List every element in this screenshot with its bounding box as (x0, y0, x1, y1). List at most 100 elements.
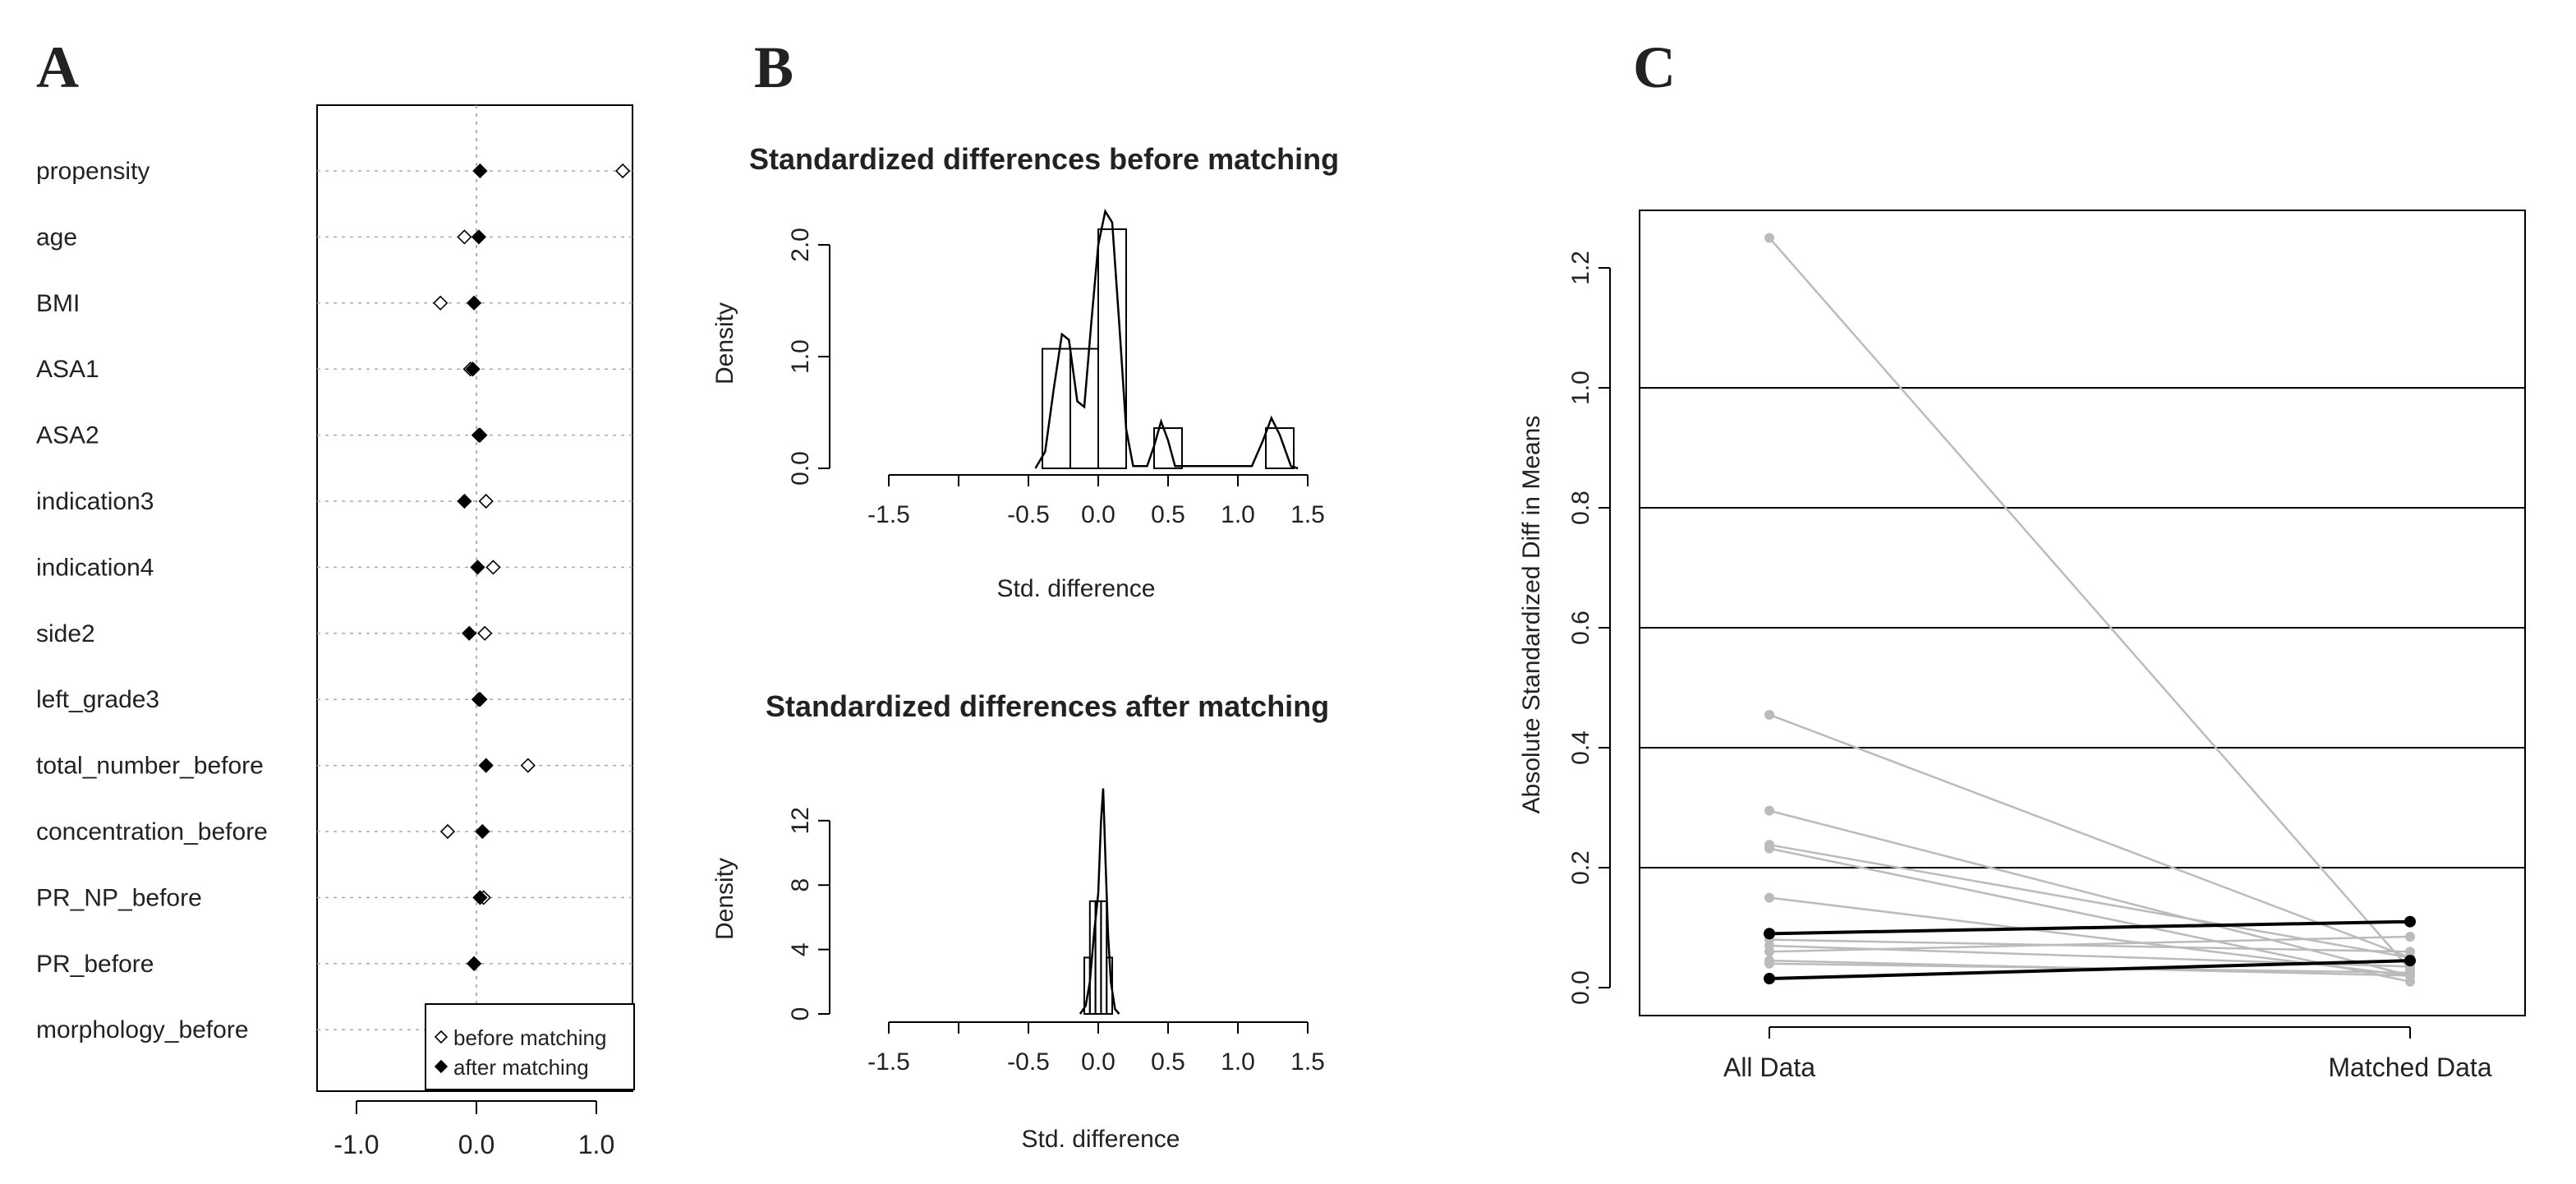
x-tick-label: 0.0 (1081, 1048, 1116, 1076)
variable-label: age (36, 223, 77, 251)
series-line (1769, 809, 2411, 977)
y-tick-label: 2.0 (787, 228, 814, 262)
x-tick-label: 1.5 (1290, 1048, 1325, 1076)
b2-ylabel: Density (711, 858, 738, 940)
panel-b-before-histogram: -1.5 -0.5 0.0 0.5 1.0 1.5 0.0 1.0 2.0 (787, 208, 1325, 528)
series-line (1769, 938, 2411, 953)
series-point (1764, 843, 1774, 854)
after-matching-point (465, 362, 481, 377)
before-matching-point (520, 758, 536, 773)
y-tick-label: 0.0 (1567, 970, 1594, 1005)
histogram-bar (1070, 348, 1099, 470)
panel-label-c: C (1633, 35, 1676, 100)
after-matching-point (472, 163, 488, 179)
series-point (1764, 233, 1774, 243)
series-point (1764, 928, 1775, 940)
panel-label-a: A (36, 35, 79, 100)
variable-label: indication3 (36, 488, 154, 515)
after-matching-point (471, 229, 487, 245)
after-matching-point (466, 956, 482, 971)
series-line (1769, 959, 2411, 981)
series-point (2404, 915, 2416, 928)
x-tick-label: -1.0 (334, 1130, 379, 1159)
b2-xlabel: Std. difference (1022, 1126, 1180, 1153)
panel-b-after-histogram: -1.5 -0.5 0.0 0.5 1.0 1.5 0 4 8 12 (787, 788, 1325, 1076)
after-matching-point (472, 890, 488, 905)
x-tick-label: -1.5 (867, 501, 910, 528)
y-tick-label: 8 (787, 878, 814, 892)
x-tick-label: 1.0 (1221, 1048, 1255, 1076)
x-tick-label: All Data (1723, 1053, 1815, 1082)
legend-after-marker (434, 1059, 448, 1074)
density-curve (1079, 788, 1120, 1015)
series-point (1764, 892, 1774, 903)
x-tick-label: 0.0 (458, 1130, 494, 1159)
x-tick-label: -0.5 (1007, 1048, 1050, 1076)
before-matching-point (457, 229, 472, 245)
series-line (1769, 237, 2411, 970)
variable-label: ASA1 (36, 356, 99, 383)
before-matching-point (439, 823, 456, 840)
variable-label: propensity (36, 158, 150, 185)
series-point (2405, 967, 2415, 978)
legend-box (425, 1003, 635, 1090)
plot-frame (316, 104, 633, 1092)
panel-a-dotplot: propensity age BMI ASA1 ASA2 indication3 indic… (36, 104, 635, 1159)
after-matching-point (470, 560, 485, 575)
y-tick-label: 1.0 (1567, 371, 1594, 405)
c-ylabel: Absolute Standardized Diff in Means (1518, 416, 1545, 814)
variable-label: left_grade3 (36, 686, 159, 713)
series-point (1764, 973, 1775, 985)
variable-label: PR_NP_before (36, 884, 202, 911)
after-matching-point (457, 493, 472, 509)
variable-label: total_number_before (36, 753, 264, 780)
panel-label-b: B (754, 35, 794, 100)
panel-c-lineplot: 0.0 0.2 0.4 0.6 0.8 1.0 1.2 All Data Matched Dat… (1567, 210, 2526, 1082)
y-tick-label: 0.8 (1567, 491, 1594, 525)
legend-before-label: before matching (453, 1025, 606, 1050)
y-tick-label: 1.2 (1567, 251, 1594, 285)
variable-label: morphology_before (36, 1016, 249, 1043)
after-matching-point (472, 427, 488, 443)
before-matching-point (477, 625, 493, 641)
y-tick-label: 12 (787, 807, 814, 834)
series-point (1764, 958, 1774, 969)
y-tick-label: 0.4 (1567, 730, 1594, 765)
b1-ylabel: Density (711, 302, 738, 385)
after-matching-point (475, 823, 490, 840)
series-point (2404, 955, 2416, 967)
series-point (1764, 709, 1774, 720)
before-matching-point (433, 295, 448, 311)
x-tick-label: 1.0 (1221, 501, 1255, 528)
series-line (1769, 919, 2411, 936)
variable-label: ASA2 (36, 422, 99, 449)
histogram-bar (1265, 427, 1295, 469)
series-point (2405, 931, 2415, 942)
x-tick-label: 0.0 (1081, 501, 1116, 528)
x-tick-label: 1.0 (578, 1130, 614, 1159)
series-line (1769, 935, 2411, 953)
y-tick-label: 4 (787, 942, 814, 956)
y-tick-label: 0 (787, 1007, 814, 1021)
series-point (1764, 947, 1774, 957)
series-line (1769, 713, 2411, 959)
x-tick-label: -1.5 (867, 1048, 910, 1076)
b1-title: Standardized differences before matching (749, 142, 1339, 176)
series-line (1769, 847, 2411, 983)
density-curve (1034, 208, 1299, 470)
variable-label: concentration_before (36, 818, 268, 845)
histogram-bar (1097, 228, 1127, 469)
y-tick-label: 0.2 (1567, 850, 1594, 885)
after-matching-point (462, 625, 477, 641)
before-matching-point (478, 493, 494, 509)
legend-after-label: after matching (453, 1055, 589, 1080)
after-matching-point (472, 692, 488, 707)
legend-before-marker (434, 1030, 448, 1044)
before-matching-point (614, 163, 631, 179)
x-tick-label: Matched Data (2328, 1053, 2491, 1082)
y-tick-label: 1.0 (787, 339, 814, 374)
x-tick-label: 0.5 (1151, 501, 1185, 528)
y-tick-label: 0.6 (1567, 610, 1594, 645)
variable-label: indication4 (36, 554, 154, 581)
